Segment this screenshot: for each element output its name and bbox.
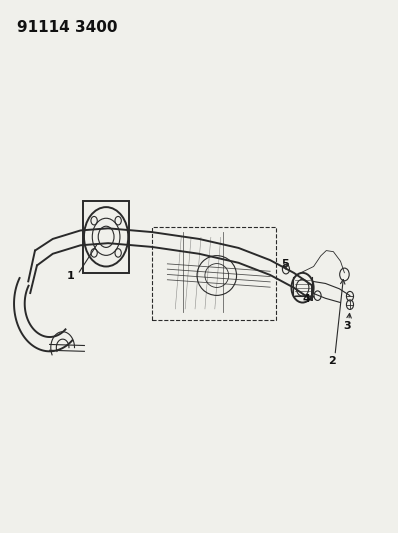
Text: 4: 4 xyxy=(302,294,310,304)
Text: 3: 3 xyxy=(344,321,351,331)
Text: 2: 2 xyxy=(328,356,336,366)
Bar xyxy=(152,227,276,319)
Text: 5: 5 xyxy=(281,259,289,269)
Text: 1: 1 xyxy=(67,271,74,281)
Text: 91114 3400: 91114 3400 xyxy=(17,20,118,35)
Bar xyxy=(83,201,129,273)
